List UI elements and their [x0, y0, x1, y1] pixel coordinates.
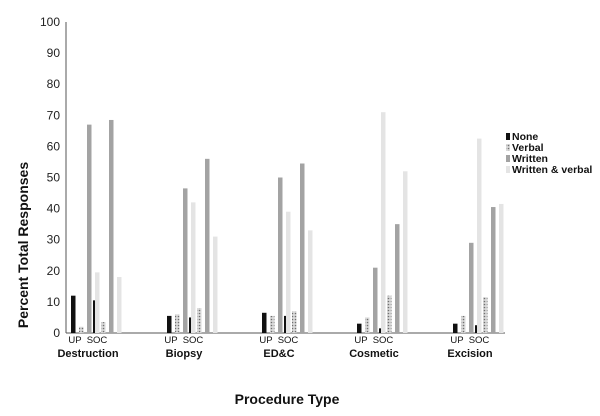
y-axis-title: Percent Total Responses: [15, 162, 31, 328]
subgroup-label: UP: [354, 335, 367, 346]
bar-written-cosmetic-soc: [395, 224, 400, 333]
legend-swatch: [506, 155, 510, 162]
bars: [71, 112, 504, 333]
y-tick-label: 0: [53, 326, 60, 340]
legend-swatch: [506, 133, 510, 140]
bar-none-ed-c-up: [262, 312, 267, 333]
y-tick-label: 70: [47, 108, 61, 122]
subgroup-label: SOC: [87, 335, 108, 346]
bar-verbal-excision-up: [461, 315, 466, 333]
legend-label: None: [512, 131, 538, 143]
group-label: Destruction: [57, 348, 118, 360]
bar-none-destruction-up: [71, 295, 76, 333]
bar-verbal-ed-c-soc: [292, 311, 297, 333]
y-tick-labels: 0 10 20 30 40 50 60 70 80 90 100: [40, 15, 60, 340]
y-tick-label: 10: [47, 295, 61, 309]
bar-written-verbal-ed-c-up: [286, 211, 291, 333]
y-tick-label: 60: [47, 139, 61, 153]
legend-swatch: [506, 144, 510, 151]
group-label: Cosmetic: [349, 348, 399, 360]
y-tick-label: 80: [47, 77, 61, 91]
group-label: ED&C: [263, 348, 294, 360]
bar-verbal-cosmetic-up: [365, 317, 370, 333]
bar-written-excision-soc: [491, 207, 496, 333]
y-tick-label: 20: [47, 264, 61, 278]
legend-label: Written: [512, 153, 548, 165]
bar-written-biopsy-soc: [205, 158, 210, 333]
y-tick-label: 30: [47, 233, 61, 247]
legend-label: Verbal: [512, 142, 544, 154]
bar-verbal-biopsy-up: [175, 314, 180, 333]
subgroup-label: UP: [68, 335, 81, 346]
bar-none-biopsy-up: [167, 315, 172, 333]
group-label: Excision: [447, 348, 493, 360]
bar-written-verbal-excision-up: [477, 138, 482, 333]
bar-written-cosmetic-up: [373, 267, 378, 333]
bar-written-verbal-cosmetic-soc: [403, 171, 408, 333]
subgroup-label: UP: [450, 335, 463, 346]
y-tick-label: 100: [40, 15, 60, 29]
bar-written-ed-c-soc: [300, 163, 305, 333]
bar-verbal-cosmetic-soc: [387, 295, 392, 333]
bar-none-cosmetic-up: [357, 323, 362, 333]
subgroup-label: SOC: [373, 335, 394, 346]
legend-label: Written & verbal: [512, 164, 592, 176]
bar-written-verbal-biopsy-up: [191, 202, 196, 333]
bar-written-verbal-ed-c-soc: [308, 230, 313, 333]
bar-verbal-destruction-soc: [101, 322, 106, 333]
bar-verbal-excision-soc: [483, 297, 488, 333]
y-tick-label: 90: [47, 46, 61, 60]
legend-swatch: [506, 166, 510, 173]
group-label: Biopsy: [166, 348, 204, 360]
x-axis-title: Procedure Type: [235, 391, 340, 407]
bar-verbal-destruction-up: [79, 326, 84, 333]
bar-written-verbal-destruction-soc: [117, 277, 122, 333]
bar-verbal-biopsy-soc: [197, 308, 202, 333]
subgroup-label: UP: [164, 335, 177, 346]
bar-written-verbal-cosmetic-up: [381, 112, 386, 333]
subgroup-label: SOC: [183, 335, 204, 346]
bar-verbal-ed-c-up: [270, 315, 275, 333]
subgroup-label: UP: [259, 335, 272, 346]
y-tick-label: 50: [47, 171, 61, 185]
x-labels: UP SOC Destruction UP SOC Biopsy UP SOC ED&C UP SO…: [57, 335, 492, 360]
bar-written-excision-up: [469, 242, 474, 333]
bar-written-biopsy-up: [183, 188, 188, 333]
bar-written-destruction-soc: [109, 119, 114, 333]
subgroup-label: SOC: [469, 335, 490, 346]
bar-written-verbal-excision-soc: [499, 203, 504, 333]
subgroup-label: SOC: [278, 335, 299, 346]
bar-written-destruction-up: [87, 124, 92, 333]
y-tick-label: 40: [47, 202, 61, 216]
bar-written-verbal-biopsy-soc: [213, 236, 218, 333]
bar-written-ed-c-up: [278, 177, 283, 333]
bar-none-excision-up: [453, 323, 458, 333]
bar-written-verbal-destruction-up: [95, 272, 100, 333]
